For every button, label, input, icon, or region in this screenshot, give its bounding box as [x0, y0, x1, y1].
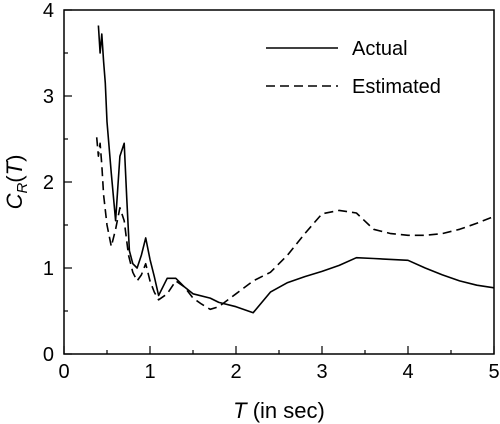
x-axis-label: T (in sec)	[233, 398, 325, 423]
plot-frame	[63, 9, 495, 355]
y-tick-label: 4	[43, 0, 54, 22]
y-axis-label: CR(T)	[2, 155, 31, 210]
y-axis-label-close: )	[2, 155, 27, 162]
y-tick-label: 1	[43, 258, 54, 280]
x-axis-label-rest: (in sec)	[247, 398, 325, 423]
legend-label-actual: Actual	[352, 38, 408, 60]
x-axis-label-var: T	[233, 398, 248, 423]
y-axis-label-var: T	[2, 160, 27, 175]
x-tick-label: 3	[316, 361, 327, 383]
x-tick-label: 1	[144, 361, 155, 383]
x-axis-ticks: 0 1 2 3 4 5	[58, 346, 500, 383]
series-line-estimated	[95, 137, 495, 311]
x-tick-label: 4	[402, 361, 413, 383]
y-tick-label: 0	[43, 344, 54, 366]
series-layer	[95, 25, 495, 314]
y-tick-label: 3	[43, 86, 54, 108]
legend: Actual Estimated	[266, 38, 441, 98]
y-axis-label-sub: R	[14, 183, 31, 194]
x-tick-label: 2	[230, 361, 241, 383]
y-tick-label: 2	[43, 172, 54, 194]
y-axis-label-open: (	[2, 175, 27, 183]
y-axis-ticks: 0 1 2 3 4	[43, 0, 72, 366]
plot-area: 0 1 2 3 4 5 0 1 2 3 4	[43, 0, 500, 383]
y-axis-label-main: C	[2, 193, 27, 209]
x-tick-label: 0	[58, 361, 69, 383]
series-line-actual	[97, 25, 495, 314]
legend-label-estimated: Estimated	[352, 76, 441, 98]
x-tick-label: 5	[488, 361, 499, 383]
